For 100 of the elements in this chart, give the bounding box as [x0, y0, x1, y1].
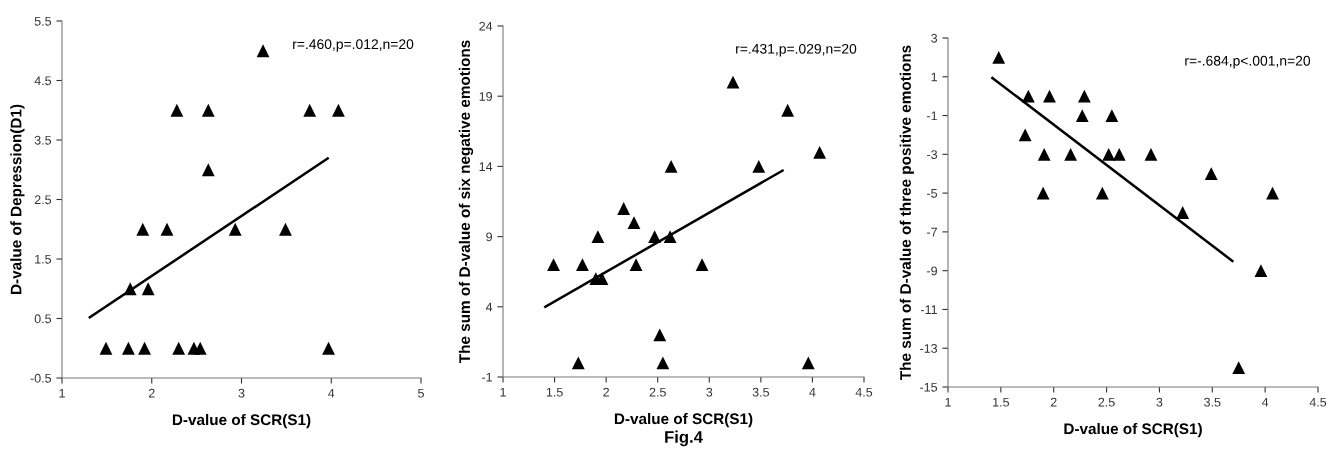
y-tick-label: -5 [927, 189, 938, 198]
point [141, 282, 155, 296]
annotation: r=.460,p=.012,n=20 [293, 39, 414, 52]
x-tick-label: 4 [1261, 397, 1269, 407]
point [123, 282, 137, 296]
y-tick-label: -7 [927, 227, 937, 237]
point [726, 75, 740, 89]
x-tick-label: 1 [59, 388, 65, 398]
y-tick-label: -1 [482, 372, 492, 382]
x-tick-label: 2 [1050, 397, 1057, 407]
y-tick-label: 5.5 [34, 16, 52, 26]
point [256, 44, 270, 58]
y-tick-label: 3 [931, 33, 938, 43]
point [571, 356, 585, 370]
x-tick-label: 2 [148, 388, 155, 398]
point [1077, 89, 1091, 103]
point [1095, 186, 1109, 200]
point [1176, 206, 1190, 219]
y-tick-label: 2.5 [34, 195, 52, 205]
x-tick-label: 3 [238, 388, 245, 398]
point [332, 103, 345, 117]
point [1064, 147, 1078, 161]
point [752, 160, 766, 173]
x-tick-label: 2.5 [649, 387, 666, 397]
x-axis-title: D-value of SCR(S1) [172, 413, 311, 429]
x-tick-label: 4 [328, 388, 335, 398]
x-tick-label: 1.5 [546, 387, 563, 397]
point [629, 258, 643, 272]
caption: Fig.4 [665, 430, 703, 447]
y-tick-label: 1.5 [35, 254, 52, 264]
point [1036, 186, 1050, 200]
point [627, 216, 641, 229]
y-axis-title: D-value of Depression(D1) [10, 104, 25, 294]
point [663, 230, 677, 243]
x-tick-label: 3 [706, 387, 713, 397]
point [664, 160, 678, 173]
point [1021, 89, 1035, 103]
point [547, 258, 560, 272]
point [781, 103, 795, 117]
point [1254, 264, 1268, 278]
point [160, 222, 174, 236]
x-tick-label: 2 [603, 387, 609, 397]
y-tick-label: -13 [920, 344, 938, 353]
x-tick-label: 3.5 [752, 387, 770, 397]
point [1102, 147, 1116, 161]
point [1037, 147, 1051, 161]
y-tick-label: 19 [479, 92, 492, 101]
point [279, 222, 292, 236]
point [99, 341, 113, 355]
point [193, 341, 207, 355]
point [576, 258, 589, 272]
y-tick-label: 9 [486, 232, 492, 242]
y-tick-label: 1 [931, 72, 937, 82]
point [136, 222, 150, 236]
point [801, 356, 815, 370]
y-tick-label: 14 [479, 162, 493, 171]
annotation: r=.431,p=.029,n=20 [736, 43, 857, 57]
y-axis-title: The sum of D-value of six negative emotions [458, 40, 474, 364]
x-tick-label: 1 [945, 397, 951, 407]
point [1075, 109, 1089, 122]
x-tick-label: 4.5 [1309, 397, 1327, 407]
y-tick-label: 4.5 [34, 76, 52, 86]
y-tick-label: -15 [920, 382, 938, 392]
y-tick-label: -1 [927, 111, 937, 121]
x-tick-label: 4 [809, 387, 816, 397]
point [228, 222, 242, 236]
point [303, 103, 317, 117]
y-tick-label: -3 [927, 150, 938, 159]
point [617, 202, 631, 215]
point [1018, 128, 1032, 142]
x-tick-label: 2.5 [1098, 397, 1115, 407]
x-tick-label: 5 [418, 388, 424, 398]
point [992, 50, 1006, 64]
x-tick-label: 4.5 [855, 387, 873, 397]
point [122, 341, 135, 355]
y-tick-label: 0.5 [34, 314, 52, 324]
x-tick-label: 1.5 [993, 397, 1010, 407]
point [1232, 361, 1246, 375]
point [1112, 147, 1126, 161]
point [201, 103, 215, 117]
point [695, 258, 709, 272]
point [1204, 167, 1218, 181]
point [591, 230, 605, 243]
x-tick-label: 3.5 [1204, 397, 1221, 407]
point [138, 341, 151, 355]
y-tick-label: -9 [927, 266, 937, 276]
x-axis-title: D-value of SCR(S1) [614, 412, 753, 428]
point [656, 356, 670, 370]
y-tick-label: 4 [485, 302, 493, 312]
point [648, 230, 662, 243]
x-tick-label: 3 [1156, 397, 1163, 407]
point [653, 328, 667, 342]
y-axis-title: The sum of D-value of three positive emotions [899, 45, 914, 380]
annotation: r=-.684,p<.001,n=20 [1185, 55, 1311, 69]
y-tick-label: -11 [921, 305, 937, 314]
point [1043, 89, 1056, 103]
y-tick-label: -0.5 [30, 373, 52, 383]
y-tick-label: 24 [479, 21, 493, 31]
point [1266, 186, 1279, 200]
point [1144, 147, 1158, 161]
